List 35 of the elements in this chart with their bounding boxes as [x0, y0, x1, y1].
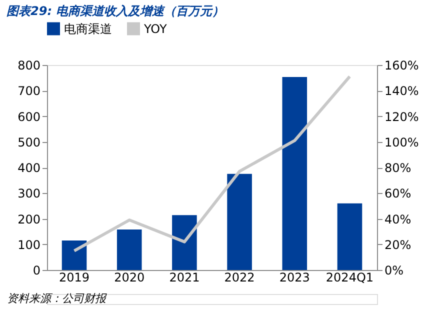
bar [172, 215, 197, 270]
x-tick-label: 2019 [58, 270, 90, 284]
x-tick-label: 2022 [224, 270, 255, 284]
y-tick-label: 800 [18, 58, 40, 72]
line-series [72, 75, 352, 252]
y-tick-label: 400 [18, 161, 40, 175]
y2-tick-label: 140% [384, 84, 419, 98]
bar [282, 77, 308, 270]
y2-tick-label: 160% [384, 58, 419, 72]
y2-tick-label: 80% [384, 161, 412, 175]
x-tick-label: 2024Q1 [326, 270, 374, 284]
bar [337, 203, 362, 270]
bar [62, 240, 87, 270]
y2-tick-label: 100% [384, 135, 419, 150]
x-tick-label: 2020 [114, 270, 145, 284]
y-tick-label: 100 [18, 238, 40, 252]
y-tick-label: 300 [18, 186, 40, 201]
y2-tick-label: 120% [384, 110, 419, 124]
y2-tick-label: 20% [384, 238, 412, 252]
y-tick-label: 200 [18, 212, 40, 226]
y-tick-label: 700 [18, 84, 40, 98]
y-tick-label: 0 [32, 264, 40, 278]
x-tick-label: 2023 [279, 270, 310, 284]
chart-title: 图表29: 电商渠道收入及增速（百万元） [6, 4, 224, 18]
text: 资料来源：公司财报 [7, 292, 107, 305]
y2-tick-label: 60% [384, 186, 412, 201]
legend-label: 电商渠道 [64, 22, 112, 36]
legend-label: YOY [143, 22, 168, 36]
y-tick-label: 500 [18, 135, 40, 150]
y2-tick-label: 40% [384, 212, 412, 226]
bar [227, 174, 252, 270]
y-tick-label: 600 [18, 110, 40, 124]
bar [116, 230, 142, 270]
y2-tick-label: 0% [384, 264, 404, 278]
x-tick-label: 2021 [169, 270, 200, 284]
